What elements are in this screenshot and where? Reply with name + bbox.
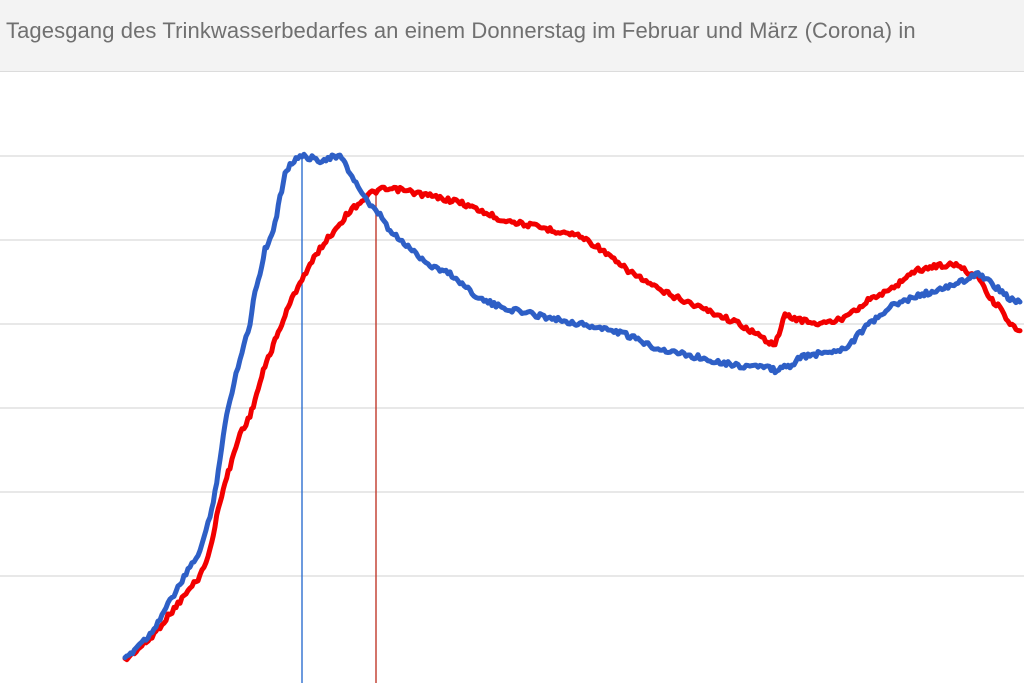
gridlines — [0, 155, 1024, 577]
chart-area — [0, 72, 1024, 683]
peak-markers — [301, 156, 377, 683]
line-chart — [0, 151, 1024, 683]
red-series-line — [122, 184, 1023, 663]
blue-series-line — [122, 151, 1023, 661]
series-lines — [122, 151, 1023, 663]
chart-title: Tagesgang des Trinkwasserbedarfes an ein… — [6, 18, 916, 43]
chart-title-bar: Tagesgang des Trinkwasserbedarfes an ein… — [0, 0, 1024, 72]
